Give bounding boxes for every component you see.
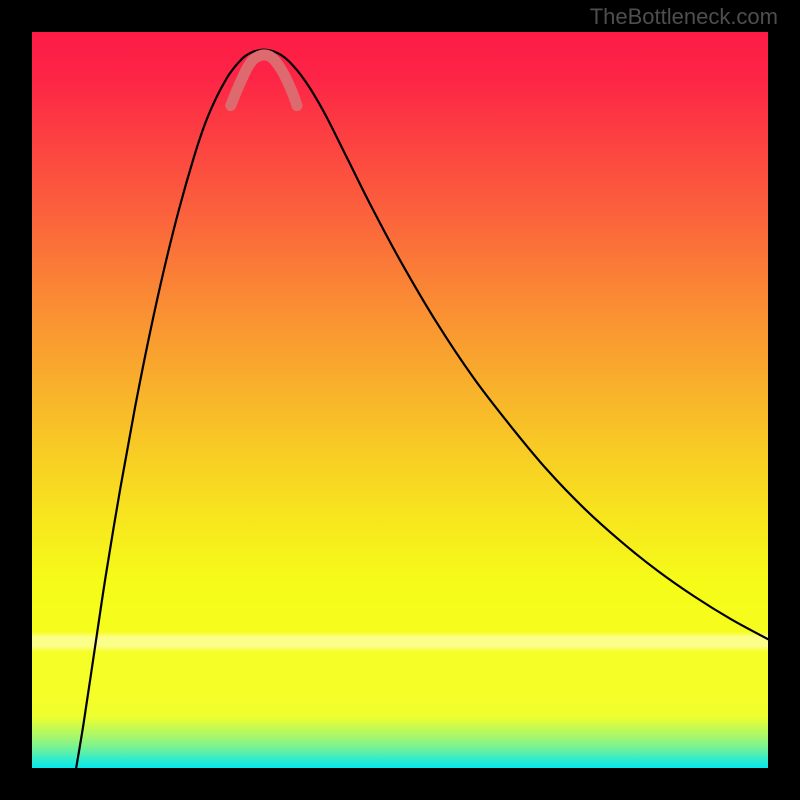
canvas-root: TheBottleneck.com: [0, 0, 800, 800]
curves-layer: [0, 0, 800, 800]
highlight-segment: [231, 55, 297, 106]
watermark-text: TheBottleneck.com: [590, 4, 778, 30]
bottleneck-curve: [76, 50, 768, 768]
